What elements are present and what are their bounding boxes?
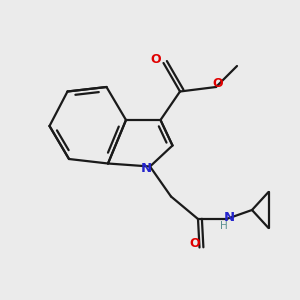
Text: O: O bbox=[151, 53, 161, 66]
Text: H: H bbox=[220, 220, 227, 231]
Text: O: O bbox=[212, 77, 223, 90]
Text: N: N bbox=[141, 162, 152, 176]
Text: O: O bbox=[190, 237, 200, 250]
Text: N: N bbox=[224, 211, 235, 224]
